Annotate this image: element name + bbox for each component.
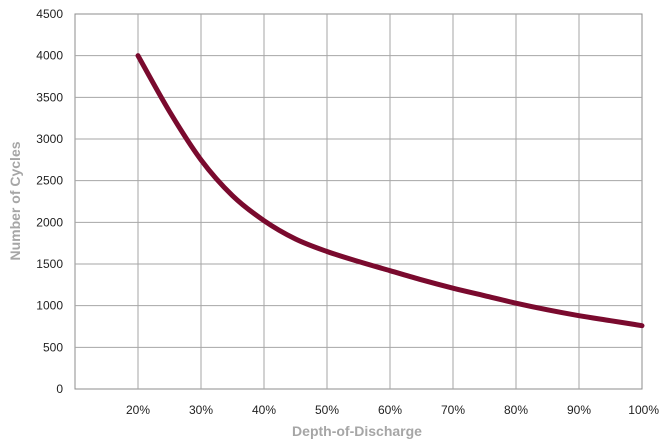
x-tick-label: 100%: [628, 403, 659, 417]
y-tick-label: 500: [43, 340, 63, 354]
y-tick-label: 4500: [36, 7, 63, 21]
x-tick-label: 40%: [252, 403, 276, 417]
x-tick-label: 20%: [126, 403, 150, 417]
plot-frame: [74, 13, 643, 390]
y-tick-label: 2500: [36, 174, 63, 188]
gridlines: [74, 13, 643, 390]
y-tick-label: 4000: [36, 49, 63, 63]
x-tick-label: 70%: [441, 403, 465, 417]
series-layer: [135, 53, 645, 329]
y-tick-labels: 0 500 1000 1500 2000 2500 3000 3500 4000 4500: [36, 7, 63, 396]
x-tick-label: 90%: [567, 403, 591, 417]
y-tick-label: 1500: [36, 257, 63, 271]
x-tick-labels: 20% 30% 40% 50% 60% 70% 80% 90% 100%: [126, 403, 659, 417]
series-line-0: [135, 53, 645, 329]
y-axis-title: Number of Cycles: [7, 141, 23, 260]
y-tick-label: 3500: [36, 90, 63, 104]
x-tick-label: 80%: [504, 403, 528, 417]
x-tick-label: 30%: [189, 403, 213, 417]
y-tick-label: 2000: [36, 215, 63, 229]
x-tick-label: 60%: [378, 403, 402, 417]
x-axis-title: Depth-of-Discharge: [292, 423, 422, 439]
y-tick-label: 0: [56, 382, 63, 396]
x-tick-label: 50%: [315, 403, 339, 417]
y-tick-label: 3000: [36, 132, 63, 146]
y-tick-label: 1000: [36, 299, 63, 313]
